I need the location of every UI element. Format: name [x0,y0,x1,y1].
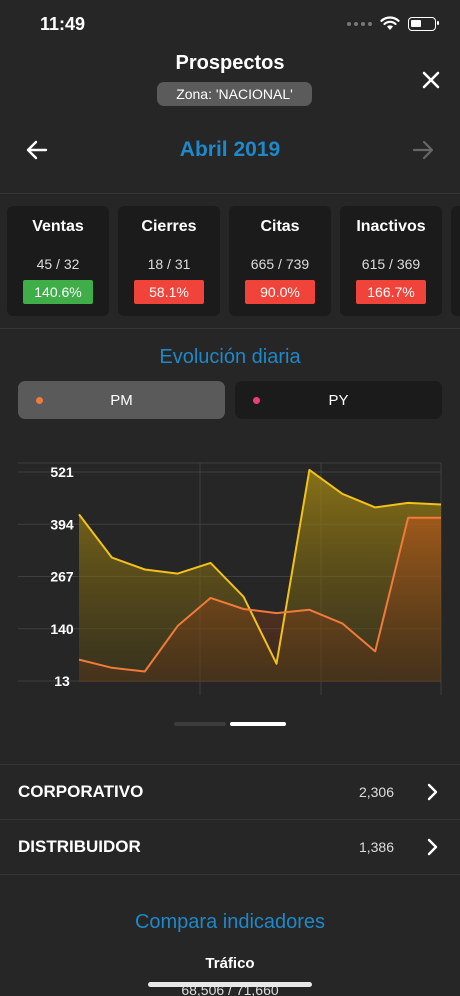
y-tick-label: 267 [50,569,74,585]
compare-title: Compara indicadores [134,911,326,933]
series-line-2 [78,516,441,673]
y-tick-label: 394 [50,516,74,532]
kpi-percentage-badge: 58.1% [134,280,204,304]
kpi-values: 45 / 32 [36,256,80,272]
kpi-values: 665 / 739 [250,256,310,272]
arrow-right-icon [412,140,434,160]
kpi-card-inactivos[interactable]: Inactivos 615 / 369 166.7% [340,206,442,316]
pm-dot-icon [36,397,43,404]
toggle-pm-label: PM [110,392,133,409]
status-time: 11:49 [40,14,86,34]
zone-badge: Zona: 'NACIONAL' [157,82,312,106]
chevron-right-icon [427,838,438,856]
kpi-title: Citas [260,218,300,235]
chart-areas [79,469,441,682]
month-label: Abril 2019 [179,138,281,161]
kpi-values: 615 / 369 [361,256,421,272]
battery-icon [408,16,439,31]
page-title: Prospectos [175,52,285,74]
series-area-1 [79,469,441,682]
status-icons [347,16,439,31]
kpi-title: Cierres [141,218,197,235]
evolution-title: Evolución diaria [159,346,301,368]
y-tick-label: 13 [54,673,70,689]
daily-evolution-chart[interactable]: 521 394 267 140 13 [0,455,460,700]
kpi-card-next-partial[interactable] [451,206,460,316]
kpi-percentage-badge: 166.7% [356,280,426,304]
close-icon [422,71,440,89]
y-tick-label: 140 [50,621,74,637]
kpi-percentage-badge: 140.6% [23,280,93,304]
chart-y-ticks: 521 394 267 140 13 [50,464,74,689]
chart-pager[interactable] [174,722,286,727]
kpi-values: 18 / 31 [147,256,191,272]
divider [0,874,460,875]
home-indicator[interactable] [148,982,312,987]
divider [0,819,460,820]
month-navigation: Abril 2019 [0,132,460,168]
wifi-icon [380,16,400,30]
divider [0,328,460,329]
kpi-card-citas[interactable]: Citas 665 / 739 90.0% [229,206,331,316]
list-row-value: 2,306 [358,784,394,800]
list-row-value: 1,386 [358,839,394,855]
list-row-label: DISTRIBUIDOR [18,837,141,856]
kpi-percentage-badge: 90.0% [245,280,315,304]
list-row-corporativo[interactable]: CORPORATIVO 2,306 [0,765,460,819]
series-area-2 [79,517,441,682]
compare-indicator-title: Tráfico [205,955,255,972]
previous-month-button[interactable] [24,137,50,163]
divider [0,764,460,765]
list-row-distribuidor[interactable]: DISTRIBUIDOR 1,386 [0,820,460,874]
chart-lines [78,468,442,673]
kpi-card-cierres[interactable]: Cierres 18 / 31 58.1% [118,206,220,316]
kpi-carousel[interactable]: Ventas 45 / 32 140.6% Cierres 18 / 31 58… [7,206,460,318]
kpi-card-ventas[interactable]: Ventas 45 / 32 140.6% [7,206,109,316]
arrow-left-icon [26,140,48,160]
kpi-title: Ventas [32,218,84,235]
y-tick-label: 521 [50,464,74,480]
close-button[interactable] [419,68,443,92]
pager-dot[interactable] [174,722,226,726]
status-bar: 11:49 [0,0,460,50]
toggle-py-label: PY [328,392,349,409]
toggle-pm[interactable]: PM [18,381,225,419]
next-month-button[interactable] [410,137,436,163]
chevron-right-icon [427,783,438,801]
signal-icon [347,21,372,26]
list-row-label: CORPORATIVO [18,782,144,801]
divider [0,193,460,194]
toggle-py[interactable]: PY [235,381,442,419]
py-dot-icon [253,397,260,404]
series-line-1 [78,468,442,665]
kpi-title: Inactivos [356,218,426,235]
pager-dot-active[interactable] [230,722,286,726]
